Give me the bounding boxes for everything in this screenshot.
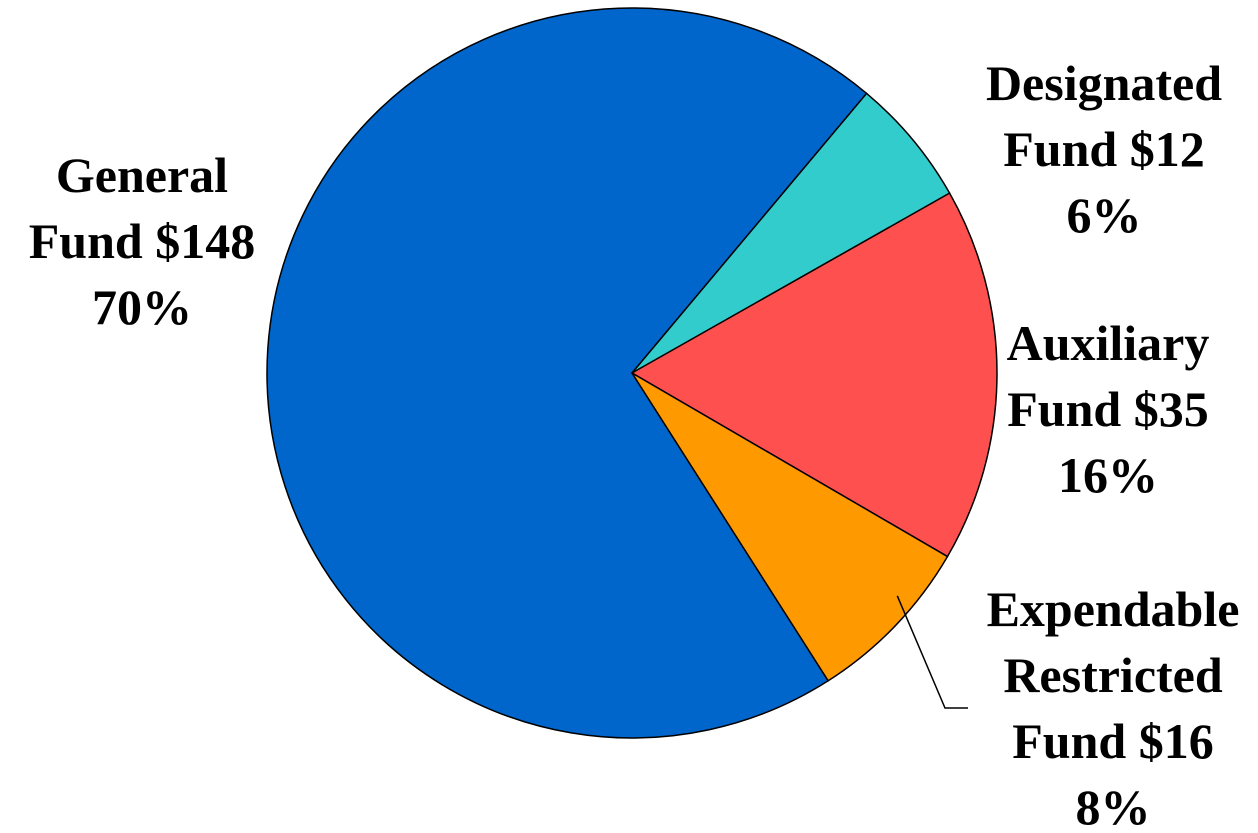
leader-line-expendable-restricted-fund — [896, 595, 968, 709]
pie-slice-auxiliary-fund — [630, 192, 998, 558]
pie-slices — [266, 7, 998, 739]
pie-slice-expendable-restricted-fund — [631, 372, 949, 682]
pie-slice-general-fund — [266, 7, 868, 739]
slice-label-auxiliary-fund: Auxiliary Fund $35 16% — [1007, 315, 1210, 503]
slice-label-expendable-restricted-fund: Expendable Restricted Fund $16 8% — [987, 581, 1240, 833]
slice-label-general-fund: General Fund $148 70% — [29, 147, 255, 335]
leader-lines — [896, 595, 968, 709]
slice-labels: General Fund $148 70% Designated Fund $12 6% A… — [29, 55, 1240, 833]
pie-slice-designated-fund — [631, 92, 951, 374]
slice-label-designated-fund: Designated Fund $12 6% — [986, 55, 1222, 243]
